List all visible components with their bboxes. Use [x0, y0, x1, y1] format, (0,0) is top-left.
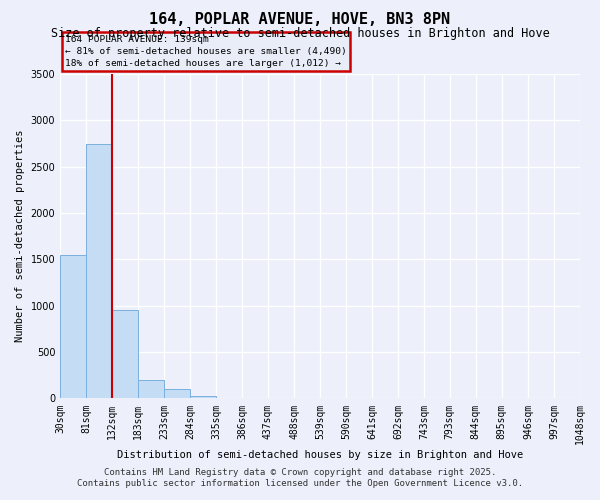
Text: Contains HM Land Registry data © Crown copyright and database right 2025.
Contai: Contains HM Land Registry data © Crown c… [77, 468, 523, 487]
Y-axis label: Number of semi-detached properties: Number of semi-detached properties [15, 130, 25, 342]
Bar [112, 310, 138, 398]
Bar [60, 255, 86, 398]
Text: 164 POPLAR AVENUE: 139sqm
← 81% of semi-detached houses are smaller (4,490)
18% : 164 POPLAR AVENUE: 139sqm ← 81% of semi-… [65, 35, 347, 68]
Text: 164, POPLAR AVENUE, HOVE, BN3 8PN: 164, POPLAR AVENUE, HOVE, BN3 8PN [149, 12, 451, 28]
Bar [190, 396, 216, 398]
X-axis label: Distribution of semi-detached houses by size in Brighton and Hove: Distribution of semi-detached houses by … [117, 450, 523, 460]
Bar [86, 144, 112, 398]
Bar [164, 388, 190, 398]
Text: Size of property relative to semi-detached houses in Brighton and Hove: Size of property relative to semi-detach… [50, 28, 550, 40]
Bar [138, 380, 164, 398]
